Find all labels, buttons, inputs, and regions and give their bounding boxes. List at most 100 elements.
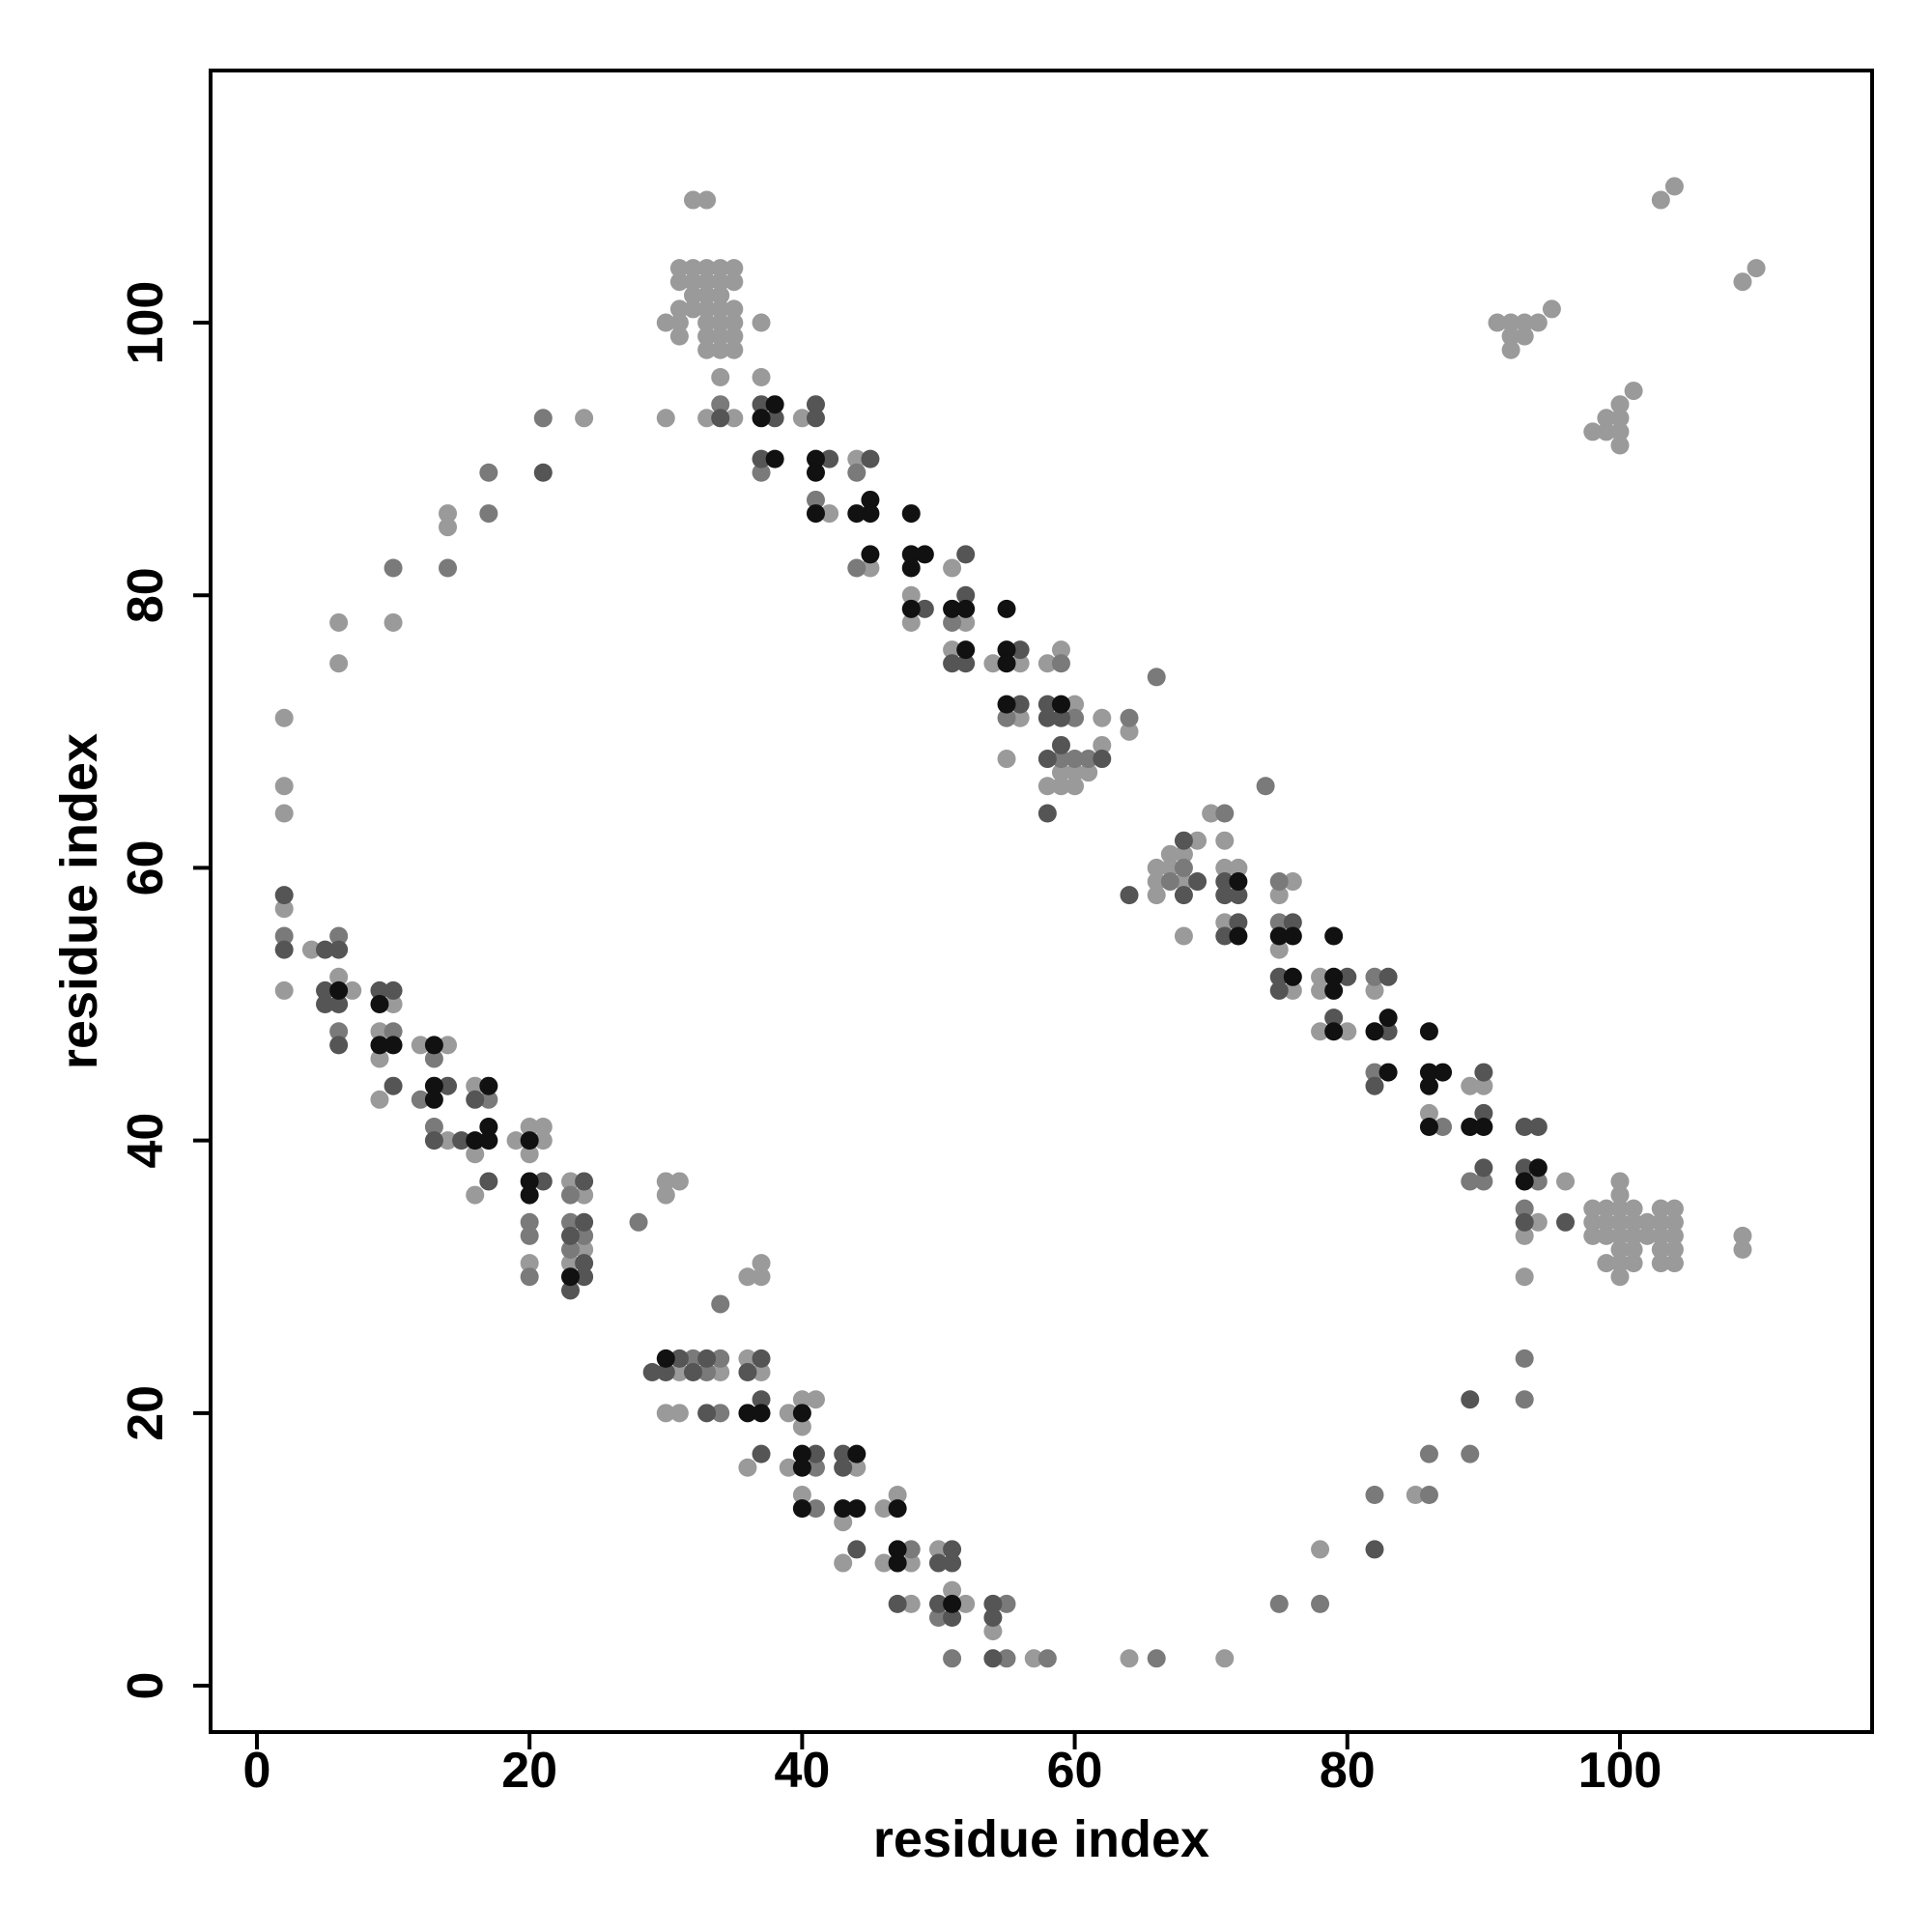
point [1610, 1226, 1630, 1245]
point [669, 1362, 689, 1381]
point [1378, 967, 1398, 986]
point [1610, 422, 1630, 441]
point [847, 449, 867, 469]
point [1120, 1649, 1139, 1668]
point [1256, 777, 1275, 796]
point [1010, 708, 1030, 727]
y-tick-label: 80 [118, 567, 174, 623]
point [370, 980, 389, 1000]
point [928, 1553, 948, 1573]
point [1365, 1076, 1384, 1095]
point [1311, 967, 1330, 986]
point [1515, 1390, 1534, 1409]
point [384, 612, 403, 632]
point [752, 1254, 771, 1273]
point [466, 1185, 485, 1205]
point [1147, 1649, 1166, 1668]
point [1515, 1118, 1534, 1137]
point [943, 612, 962, 632]
point [1501, 313, 1520, 332]
point [724, 409, 744, 428]
point [669, 1349, 689, 1368]
point [711, 395, 730, 414]
point [738, 1349, 757, 1368]
point [1733, 1226, 1752, 1245]
point [370, 1036, 389, 1055]
point [697, 1362, 717, 1381]
point [439, 558, 458, 578]
point [1051, 654, 1070, 673]
point [711, 1404, 730, 1423]
point [575, 1240, 594, 1260]
point [1542, 299, 1561, 319]
point [1037, 654, 1057, 673]
point [1269, 886, 1289, 905]
point [1120, 722, 1139, 741]
point [1515, 327, 1534, 346]
point [1651, 190, 1670, 210]
point [1419, 1444, 1438, 1463]
point [575, 1185, 594, 1205]
point [1474, 1158, 1493, 1178]
point [1188, 872, 1208, 892]
point [424, 1049, 443, 1068]
point [1406, 1485, 1425, 1504]
point [711, 1294, 730, 1314]
point [411, 1036, 430, 1055]
point [1160, 844, 1179, 864]
point [669, 1404, 689, 1423]
point [520, 1131, 539, 1151]
point [1229, 926, 1248, 946]
point [1024, 1649, 1043, 1668]
point [1733, 1240, 1752, 1260]
point [1147, 872, 1166, 892]
point [1419, 1022, 1438, 1041]
point [683, 259, 702, 278]
point [669, 1172, 689, 1191]
point [656, 409, 675, 428]
point [316, 995, 335, 1014]
point [1037, 777, 1057, 796]
point [711, 340, 730, 359]
point [424, 1076, 443, 1095]
point [1583, 1226, 1603, 1245]
point [424, 1118, 443, 1137]
point [847, 463, 867, 482]
point [1474, 1118, 1493, 1137]
point [711, 299, 730, 319]
point [520, 1145, 539, 1164]
point [316, 980, 335, 1000]
point [1051, 695, 1070, 714]
point [1065, 777, 1085, 796]
point [697, 313, 717, 332]
point [792, 1404, 811, 1423]
point [697, 409, 717, 428]
point [1065, 763, 1085, 782]
point [1229, 886, 1248, 905]
point [983, 1594, 1003, 1613]
point [656, 1362, 675, 1381]
point [384, 1022, 403, 1041]
point [1624, 1240, 1643, 1260]
y-axis-label: residue index [50, 733, 108, 1069]
point [1528, 1172, 1548, 1191]
point [1079, 750, 1098, 769]
point [711, 367, 730, 386]
point [1283, 980, 1302, 1000]
point [1624, 1212, 1643, 1232]
point [1229, 872, 1248, 892]
point [1610, 1267, 1630, 1287]
point [1283, 967, 1302, 986]
point [1202, 804, 1221, 823]
point [697, 190, 717, 210]
point [424, 1090, 443, 1109]
point [806, 409, 825, 428]
point [792, 1485, 811, 1504]
point [479, 1172, 498, 1191]
point [1215, 858, 1235, 877]
point [901, 545, 921, 564]
point [343, 980, 362, 1000]
point [806, 463, 825, 482]
point [1365, 1022, 1384, 1041]
point [792, 1458, 811, 1477]
